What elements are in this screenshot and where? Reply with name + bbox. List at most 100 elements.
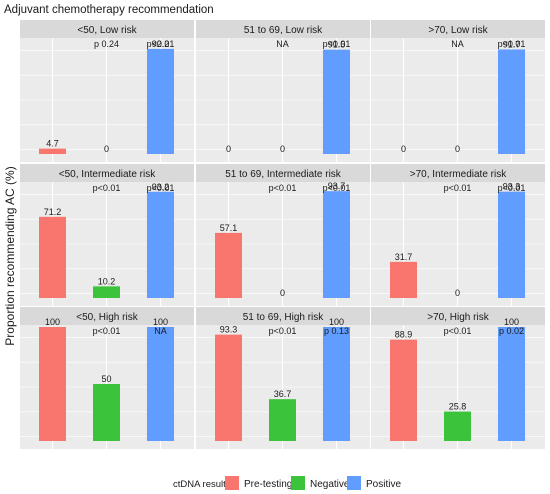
bar-positive bbox=[498, 191, 525, 298]
facet-strip bbox=[196, 307, 370, 325]
bar-negative bbox=[444, 411, 471, 441]
data-label: 92.2 bbox=[152, 39, 170, 49]
data-label: 31.7 bbox=[395, 252, 413, 262]
legend-label: Negative bbox=[310, 479, 350, 490]
bar-negative bbox=[269, 399, 296, 441]
p-value-label: p 0.13 bbox=[324, 326, 349, 336]
facet-strip-label: 51 to 69, Low risk bbox=[244, 25, 323, 36]
data-label: 91.7 bbox=[503, 39, 521, 49]
p-value-label: p<0.01 bbox=[93, 183, 121, 193]
bar-positive bbox=[147, 191, 174, 298]
data-label: 93.3 bbox=[503, 182, 521, 192]
data-label: 0 bbox=[455, 288, 460, 298]
facet-strip-label: >70, Intermediate risk bbox=[410, 169, 507, 180]
facet-strip bbox=[20, 20, 194, 38]
bar-pre-testing bbox=[390, 339, 417, 441]
data-label: 4.7 bbox=[46, 139, 59, 149]
p-value-label: p<0.01 bbox=[498, 39, 526, 49]
p-value-label: NA bbox=[154, 326, 167, 336]
data-label: 88.9 bbox=[395, 330, 413, 340]
data-label: 100 bbox=[153, 317, 168, 327]
data-label: 100 bbox=[504, 317, 519, 327]
chart-title: Adjuvant chemotherapy recommendation bbox=[4, 4, 214, 16]
facet-strip bbox=[371, 164, 545, 182]
facet-strip bbox=[371, 307, 545, 325]
data-label: 93.2 bbox=[152, 182, 170, 192]
facet-strip-label: <50, Intermediate risk bbox=[59, 169, 156, 180]
facet-strip bbox=[20, 307, 194, 325]
facet-strip-label: 51 to 69, Intermediate risk bbox=[225, 169, 342, 180]
y-axis-label: Proportion recommending AC (%) bbox=[3, 166, 17, 345]
bar-pre-testing bbox=[390, 261, 417, 298]
bar-positive bbox=[498, 327, 525, 441]
facet-strip-label: >70, High risk bbox=[427, 312, 489, 323]
data-label: 0 bbox=[455, 144, 460, 154]
p-value-label: NA bbox=[276, 39, 289, 49]
data-label: 0 bbox=[280, 144, 285, 154]
p-value-label: p<0.01 bbox=[498, 183, 526, 193]
legend: ctDNA results Pre-testing Negative Positiv… bbox=[173, 476, 401, 490]
facet-strip-label: >70, Low risk bbox=[428, 25, 488, 36]
facet-strip-label: <50, High risk bbox=[76, 312, 138, 323]
bar-pre-testing bbox=[39, 148, 66, 154]
data-label: 71.2 bbox=[44, 207, 62, 217]
bar-positive bbox=[498, 49, 525, 154]
data-label: 0 bbox=[401, 144, 406, 154]
facet-panel: 51 to 69, Low risk 0 0 NA 91.5p<0.01 bbox=[196, 20, 370, 162]
data-label: 93.7 bbox=[328, 181, 346, 191]
facet-strip bbox=[371, 20, 545, 38]
data-label: 25.8 bbox=[449, 402, 467, 412]
data-label: 100 bbox=[329, 317, 344, 327]
bar-pre-testing bbox=[215, 334, 242, 441]
bar-positive bbox=[323, 49, 350, 154]
data-label: 57.1 bbox=[220, 223, 238, 233]
data-label: 36.7 bbox=[274, 389, 292, 399]
facet-strip-label: <50, Low risk bbox=[77, 25, 137, 36]
bar-pre-testing bbox=[39, 327, 66, 441]
p-value-label: p<0.01 bbox=[323, 39, 351, 49]
data-label: 100 bbox=[45, 317, 60, 327]
legend-swatch bbox=[225, 476, 239, 490]
p-value-label: p<0.01 bbox=[269, 183, 297, 193]
legend-label: Pre-testing bbox=[244, 479, 292, 490]
data-label: 93.3 bbox=[220, 325, 238, 335]
p-value-label: p 0.02 bbox=[499, 326, 524, 336]
facet-strip-label: 51 to 69, High risk bbox=[243, 312, 325, 323]
bar-positive bbox=[147, 48, 174, 154]
legend-swatch bbox=[291, 476, 305, 490]
legend-swatch bbox=[347, 476, 361, 490]
legend-title: ctDNA results bbox=[173, 479, 231, 490]
p-value-label: p<0.01 bbox=[444, 326, 472, 336]
facet-panel: <50, Low risk 4.7 0 p 0.24 92.2p<0.01 bbox=[20, 20, 194, 162]
p-value-label: p<0.01 bbox=[269, 326, 297, 336]
data-label: 0 bbox=[280, 288, 285, 298]
data-label: 10.2 bbox=[98, 276, 116, 286]
bar-pre-testing bbox=[39, 216, 66, 298]
p-value-label: p<0.01 bbox=[147, 183, 175, 193]
facet-panel: >70, Low risk 0 0 NA 91.7p<0.01 bbox=[371, 20, 545, 162]
bar-pre-testing bbox=[215, 232, 242, 298]
p-value-label: p<0.01 bbox=[147, 39, 175, 49]
p-value-label: NA bbox=[451, 39, 464, 49]
bar-positive bbox=[147, 327, 174, 441]
p-value-label: p 0.24 bbox=[94, 39, 119, 49]
facet-strip bbox=[196, 164, 370, 182]
data-label: 0 bbox=[226, 144, 231, 154]
data-label: 50 bbox=[101, 374, 111, 384]
data-label: 91.5 bbox=[328, 40, 346, 50]
bar-positive bbox=[323, 191, 350, 298]
p-value-label: p<0.01 bbox=[444, 183, 472, 193]
facet-strip bbox=[20, 164, 194, 182]
facet-strip bbox=[196, 20, 370, 38]
p-value-label: p<0.01 bbox=[323, 183, 351, 193]
data-label: 0 bbox=[104, 144, 109, 154]
p-value-label: p<0.01 bbox=[93, 326, 121, 336]
